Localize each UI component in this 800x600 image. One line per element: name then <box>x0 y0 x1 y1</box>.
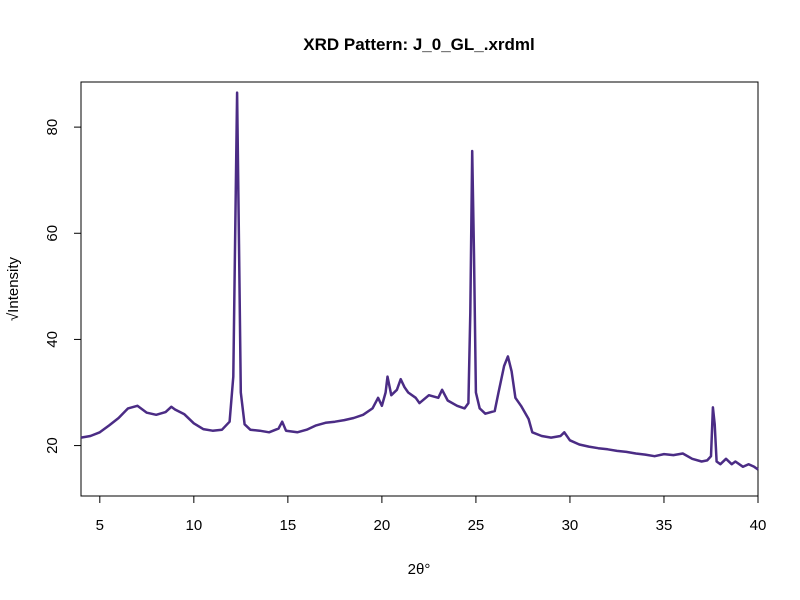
x-tick-label: 30 <box>562 517 579 534</box>
xrd-series-line <box>80 91 759 471</box>
plot-frame <box>80 81 759 497</box>
x-tick-label: 20 <box>374 517 391 534</box>
series-layer <box>80 91 759 471</box>
y-tick-label: 60 <box>44 225 61 242</box>
y-tick-label: 20 <box>44 437 61 454</box>
y-axis-label: √Intensity <box>5 256 22 321</box>
chart-title: XRD Pattern: J_0_GL_.xrdml <box>303 35 534 54</box>
y-tick-label: 80 <box>44 119 61 136</box>
x-tick-label: 25 <box>468 517 485 534</box>
x-axis: 5 10 15 20 25 30 35 40 <box>96 495 767 534</box>
x-tick-label: 40 <box>750 517 767 534</box>
x-tick-label: 35 <box>656 517 673 534</box>
y-axis: 20 40 60 80 <box>44 119 82 454</box>
x-tick-label: 15 <box>280 517 297 534</box>
y-tick-label: 40 <box>44 331 61 348</box>
x-tick-label: 5 <box>96 517 104 534</box>
x-tick-label: 10 <box>185 517 202 534</box>
x-axis-label: 2θ° <box>408 561 431 578</box>
